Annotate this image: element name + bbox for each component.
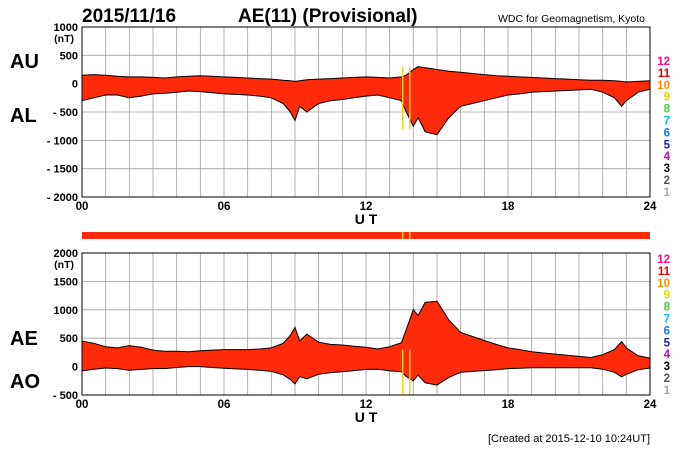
plot-frame — [81, 252, 651, 396]
y-tick-label: 500 — [60, 333, 78, 345]
activity-strip-markers — [401, 232, 411, 239]
side-label-lower: AL — [10, 105, 37, 127]
side-label-upper: AU — [10, 51, 39, 73]
lower-envelope-line — [81, 366, 651, 386]
station-legend-item: 5 — [664, 139, 671, 151]
index-title: AE(11) (Provisional) — [238, 6, 418, 27]
station-legend-item: 9 — [664, 92, 670, 104]
upper-envelope-line — [81, 300, 651, 359]
station-legend-item: 4 — [664, 151, 671, 163]
x-axis-label: U T — [355, 211, 378, 227]
upper-envelope-line — [81, 66, 651, 83]
station-legend-item: 4 — [664, 349, 671, 361]
x-tick-label: 00 — [76, 399, 89, 411]
side-label-upper: AE — [10, 328, 38, 350]
station-legend-item: 9 — [664, 290, 670, 302]
activity-strip — [82, 232, 650, 239]
station-legend-item: 8 — [664, 104, 671, 116]
station-legend-item: 1 — [664, 385, 671, 397]
station-legend-item: 12 — [657, 254, 670, 266]
y-tick-label: 1500 — [54, 276, 78, 288]
unit-label: (nT) — [54, 259, 74, 271]
station-legend-item: 3 — [664, 361, 670, 373]
x-tick-label: 06 — [218, 201, 231, 213]
envelope-fill — [82, 301, 650, 386]
y-tick-label: - 500 — [53, 390, 78, 402]
y-tick-label: 1000 — [54, 22, 78, 34]
x-tick-label: 24 — [644, 201, 657, 213]
y-tick-label: 0 — [72, 79, 78, 91]
y-tick-label: - 1000 — [47, 135, 78, 147]
x-tick-label: 24 — [644, 399, 657, 411]
x-tick-label: 00 — [76, 201, 89, 213]
station-legend-item: 2 — [664, 175, 670, 187]
side-label-lower: AO — [10, 371, 40, 393]
station-legend-item: 7 — [664, 116, 670, 128]
x-tick-label: 18 — [502, 201, 515, 213]
station-legend-item: 1 — [664, 187, 671, 199]
y-tick-label: - 1500 — [47, 164, 78, 176]
created-timestamp: [Created at 2015-12-10 10:24UT] — [488, 433, 650, 445]
x-tick-label: 12 — [360, 201, 373, 213]
ae-ao-panel: 2000 1500 1000 500 0 - 500 (nT) 00 06 12 18 24 U T AE… — [10, 248, 657, 425]
station-legend-item: 6 — [664, 127, 670, 139]
y-tick-label: - 500 — [53, 107, 78, 119]
y-tick-label: 2000 — [54, 248, 78, 260]
station-legend-item: 10 — [657, 278, 670, 290]
envelope-fill — [82, 66, 650, 135]
station-legend-item: 11 — [658, 266, 671, 278]
station-legend-item: 8 — [664, 302, 671, 314]
source-label: WDC for Geomagnetism, Kyoto — [498, 13, 645, 25]
x-tick-label: 12 — [360, 399, 373, 411]
station-legend-item: 10 — [657, 80, 670, 92]
station-legend-item: 2 — [664, 373, 670, 385]
station-legend-item: 3 — [664, 163, 670, 175]
plot-frame — [81, 26, 651, 198]
y-tick-label: 0 — [72, 362, 78, 374]
au-al-panel: 1000 500 0 - 500 - 1000 - 1500 - 2000 (nT) 00 06 1… — [10, 22, 657, 227]
station-legend-item: 11 — [658, 68, 671, 80]
unit-label: (nT) — [54, 33, 74, 45]
date-title: 2015/11/16 — [82, 6, 176, 27]
y-tick-label: 1000 — [54, 305, 78, 317]
x-tick-label: 18 — [502, 399, 515, 411]
station-legend-item: 12 — [657, 56, 670, 68]
x-tick-label: 06 — [218, 399, 231, 411]
station-legend-item: 6 — [664, 325, 670, 337]
y-tick-label: 500 — [60, 50, 78, 62]
station-legend-item: 7 — [664, 314, 670, 326]
station-legend-item: 5 — [664, 337, 671, 349]
lower-envelope-line — [81, 88, 651, 136]
y-tick-label: - 2000 — [47, 192, 78, 204]
x-axis-label: U T — [355, 409, 378, 425]
